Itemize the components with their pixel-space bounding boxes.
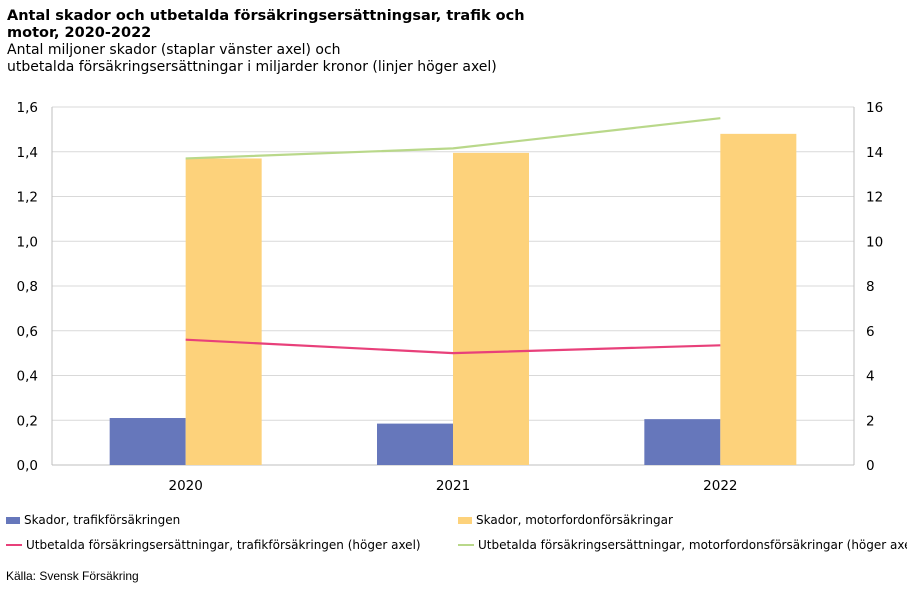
bar-traffic-claims bbox=[644, 419, 721, 465]
source-note: Källa: Svensk Försäkring bbox=[6, 569, 139, 583]
bar-motor-claims bbox=[185, 158, 262, 465]
legend-item-motor-payouts: Utbetalda försäkringsersättningar, motor… bbox=[458, 538, 907, 552]
legend-label-motor-claims: Skador, motorfordonförsäkringar bbox=[476, 513, 673, 527]
bar-traffic-claims bbox=[109, 418, 186, 465]
x-tick-label: 2020 bbox=[168, 478, 202, 494]
right-tick-label: 6 bbox=[866, 324, 875, 340]
left-tick-label: 1,6 bbox=[17, 100, 38, 116]
line-traffic-payouts bbox=[185, 338, 721, 355]
right-tick-label: 4 bbox=[866, 369, 875, 385]
left-tick-label: 0,2 bbox=[17, 413, 38, 429]
left-tick-label: 1,4 bbox=[17, 145, 38, 161]
right-tick-label: 8 bbox=[866, 279, 875, 295]
legend-item-motor-claims: Skador, motorfordonförsäkringar bbox=[458, 513, 673, 527]
left-tick-label: 1,2 bbox=[17, 190, 38, 206]
legend-swatch-motor-payouts bbox=[458, 544, 474, 546]
bar-motor-claims bbox=[453, 152, 529, 465]
x-tick-label: 2022 bbox=[703, 478, 737, 494]
right-tick-label: 2 bbox=[866, 413, 875, 429]
legend-label-traffic-claims: Skador, trafikförsäkringen bbox=[24, 513, 181, 527]
subtitle-line-2: utbetalda försäkringsersättningar i milj… bbox=[7, 59, 497, 75]
bar-motor-claims bbox=[720, 133, 797, 465]
legend-item-traffic-claims: Skador, trafikförsäkringen bbox=[6, 513, 180, 527]
left-tick-label: 0,8 bbox=[17, 279, 38, 295]
subtitle-line-1: Antal miljoner skador (staplar vänster a… bbox=[7, 42, 341, 58]
right-tick-label: 0 bbox=[866, 458, 875, 474]
legend-swatch-traffic-claims bbox=[6, 516, 20, 524]
left-tick-label: 1,0 bbox=[17, 234, 38, 250]
chart-subtitle: Antal miljoner skador (staplar vänster a… bbox=[7, 42, 607, 76]
right-tick-label: 14 bbox=[866, 145, 883, 161]
legend-label-traffic-payouts: Utbetalda försäkringsersättningar, trafi… bbox=[26, 538, 421, 552]
right-tick-label: 16 bbox=[866, 100, 883, 116]
legend-swatch-traffic-payouts bbox=[6, 544, 22, 546]
chart-title: Antal skador och utbetalda försäkringser… bbox=[7, 8, 525, 41]
left-tick-label: 0,6 bbox=[17, 324, 38, 340]
right-tick-label: 10 bbox=[866, 234, 883, 250]
legend-swatch-motor-claims bbox=[458, 516, 472, 524]
right-tick-label: 12 bbox=[866, 190, 883, 206]
left-tick-label: 0,0 bbox=[17, 458, 38, 474]
legend-label-motor-payouts: Utbetalda försäkringsersättningar, motor… bbox=[478, 538, 907, 552]
line-motor-payouts bbox=[185, 117, 721, 160]
bar-traffic-claims bbox=[377, 423, 453, 465]
x-tick-label: 2021 bbox=[436, 478, 470, 494]
legend-item-traffic-payouts: Utbetalda försäkringsersättningar, trafi… bbox=[6, 538, 421, 552]
left-tick-label: 0,4 bbox=[17, 369, 38, 385]
